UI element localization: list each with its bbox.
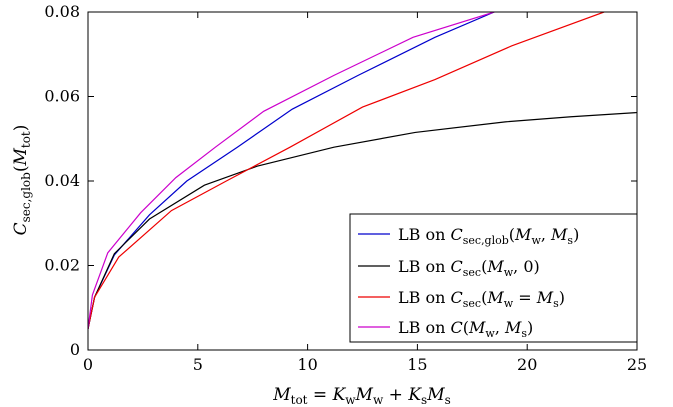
legend-label-lb-c: LB on C(Mw, Ms) — [398, 318, 533, 340]
x-tick-label: 20 — [517, 355, 537, 374]
y-tick-label: 0.02 — [44, 256, 80, 275]
series-line-4 — [88, 12, 495, 329]
y-tick-label: 0.08 — [44, 2, 80, 21]
x-tick-label: 15 — [407, 355, 427, 374]
ticks: 0 5 10 15 20 25 0 0.02 0.04 0.06 0.08 — [44, 2, 647, 374]
legend-label-lb-csec-mw-eq-ms: LB on Csec(Mw = Ms) — [398, 288, 565, 310]
legend-label-lb-csec-mw0: LB on Csec(Mw, 0) — [398, 257, 540, 279]
x-tick-label: 25 — [627, 355, 647, 374]
x-tick-label: 0 — [83, 355, 93, 374]
y-tick-label: 0 — [70, 340, 80, 359]
legend: LB on Csec,glob(Mw, Ms) LB on Csec(Mw, 0… — [349, 213, 638, 343]
x-axis-title: Mtot = KwMw + KsMs — [272, 385, 451, 407]
legend-label-lb-csec-glob: LB on Csec,glob(Mw, Ms) — [398, 225, 579, 247]
series-line-3 — [88, 12, 605, 329]
x-tick-label: 10 — [297, 355, 317, 374]
series-line-2 — [88, 111, 637, 329]
y-tick-label: 0.04 — [44, 171, 80, 190]
y-tick-label: 0.06 — [44, 87, 80, 106]
y-axis-title: Csec,glob(Mtot) — [11, 125, 33, 236]
legend-box — [349, 213, 638, 343]
x-tick-label: 5 — [193, 355, 203, 374]
series-lines — [88, 12, 637, 329]
